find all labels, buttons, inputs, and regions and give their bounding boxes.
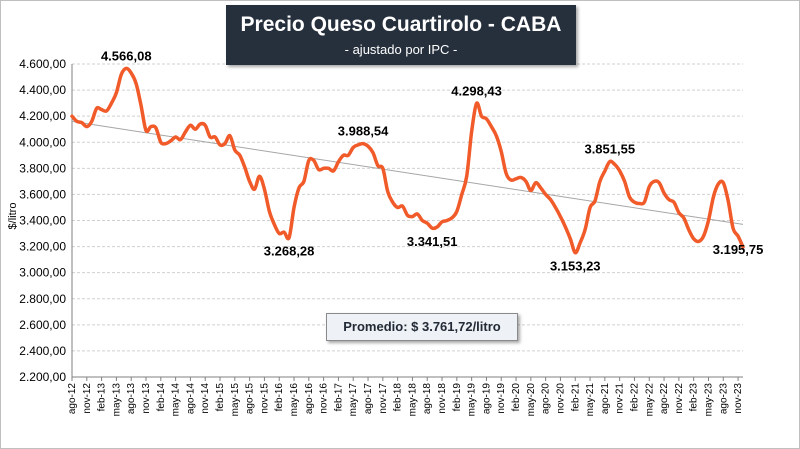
data-labels: 4.566,08 3.268,28 3.988,54 3.341,51 4.298,43… (101, 48, 763, 273)
x-tick-label: ago-15 (245, 383, 256, 415)
x-tick-label: ago-18 (422, 383, 433, 415)
x-tick-label: feb-17 (333, 383, 344, 412)
x-tick-label: feb-23 (689, 383, 700, 412)
x-tick-label: nov-22 (674, 383, 685, 414)
x-tick-label: may-17 (348, 383, 359, 417)
y-tick-label: 4.600,00 (19, 57, 66, 71)
x-tick-label: feb-14 (156, 383, 167, 412)
x-tick-labels: ago-12 nov-12 feb-13 may-13 ago-13 nov-13 feb-… (67, 383, 744, 417)
x-tick-label: feb-21 (570, 383, 581, 412)
x-tick-label: nov-20 (555, 383, 566, 414)
y-tick-label: 2.600,00 (19, 318, 66, 332)
x-tick-label: ago-22 (659, 383, 670, 415)
y-tick-label: 3.400,00 (19, 214, 66, 228)
x-tick-label: may-16 (289, 383, 300, 417)
x-tick-label: feb-22 (629, 383, 640, 412)
chart-subtitle: - ajustado por IPC - (344, 42, 458, 57)
x-tick-label: feb-15 (215, 383, 226, 412)
x-tick-label: nov-23 (733, 383, 744, 414)
x-tick-label: ago-20 (541, 383, 552, 415)
x-tick-label: nov-14 (200, 383, 211, 414)
x-tick-label: may-20 (526, 383, 537, 417)
y-tick-label: 2.200,00 (19, 370, 66, 384)
y-tick-label: 3.000,00 (19, 266, 66, 280)
x-tick-label: may-19 (467, 383, 478, 417)
x-tick-label: nov-15 (259, 383, 270, 414)
trendline-layer (71, 120, 744, 225)
data-label: 4.298,43 (451, 83, 502, 98)
x-tick-label: nov-19 (496, 383, 507, 414)
y-tick-label: 3.600,00 (19, 187, 66, 201)
x-tick-label: feb-13 (97, 383, 108, 412)
x-tick-label: ago-14 (185, 383, 196, 415)
x-tick-label: feb-16 (274, 383, 285, 412)
average-annotation: Promedio: $ 3.761,72/litro (326, 313, 518, 341)
x-tick-label: ago-16 (304, 383, 315, 415)
x-tick-label: ago-17 (363, 383, 374, 415)
x-tick-label: nov-18 (437, 383, 448, 414)
x-tick-label: ago-13 (126, 383, 137, 415)
y-tick-label: 2.400,00 (19, 344, 66, 358)
data-label: 3.268,28 (264, 244, 315, 259)
trendline (71, 120, 744, 225)
y-tick-label: 2.800,00 (19, 292, 66, 306)
x-tick-label: ago-21 (600, 383, 611, 415)
x-tick-label: nov-12 (82, 383, 93, 414)
series-line (70, 66, 745, 255)
x-tick-label: nov-21 (615, 383, 626, 414)
data-label: 3.341,51 (407, 234, 458, 249)
gridlines (72, 63, 743, 352)
x-tick-label: may-15 (230, 383, 241, 417)
chart-title: Precio Queso Cuartirolo - CABA (240, 13, 562, 36)
x-tick-label: nov-13 (141, 383, 152, 414)
y-tick-label: 3.200,00 (19, 240, 66, 254)
x-tick-label: ago-23 (718, 383, 729, 415)
x-tick-label: may-22 (644, 383, 655, 417)
y-tick-label: 3.800,00 (19, 161, 66, 175)
x-tick-label: feb-20 (511, 383, 522, 412)
x-tick-label: may-23 (703, 383, 714, 417)
data-label: 3.195,75 (713, 242, 764, 257)
y-tick-label: 4.000,00 (19, 135, 66, 149)
chart-title-box: Precio Queso Cuartirolo - CABA - ajustad… (226, 5, 576, 65)
y-tick-label: 4.400,00 (19, 83, 66, 97)
y-axis-label: $/litro (7, 202, 19, 230)
data-label: 3.988,54 (338, 124, 389, 139)
x-tick-label: nov-16 (319, 383, 330, 414)
x-tick-label: feb-19 (452, 383, 463, 412)
x-tick-label: may-18 (407, 383, 418, 417)
x-tick-label: ago-12 (67, 383, 78, 415)
x-tick-label: feb-18 (393, 383, 404, 412)
y-tick-label: 4.200,00 (19, 109, 66, 123)
data-label: 3.851,55 (584, 142, 635, 157)
data-label: 3.153,23 (550, 259, 601, 274)
x-tick-label: ago-19 (481, 383, 492, 415)
x-tick-label: may-21 (585, 383, 596, 417)
y-tick-labels: 2.200,00 2.400,00 2.600,00 2.800,00 3.000,00… (19, 57, 66, 384)
data-label: 4.566,08 (101, 48, 152, 63)
series-layer (70, 66, 745, 255)
x-tick-label: nov-17 (378, 383, 389, 414)
x-tick-label: may-14 (171, 383, 182, 417)
x-tick-label: may-13 (111, 383, 122, 417)
